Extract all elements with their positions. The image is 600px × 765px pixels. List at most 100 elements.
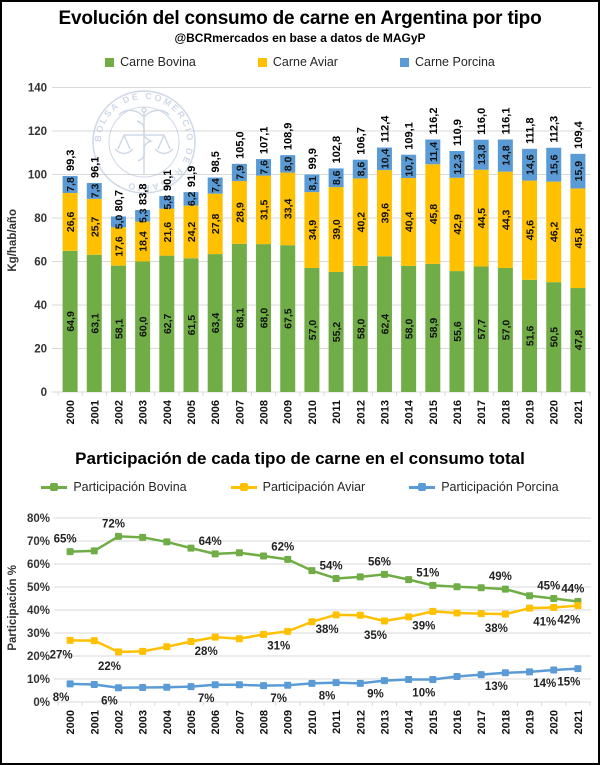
y-tick-label: 20% bbox=[27, 651, 50, 663]
line-point-marker bbox=[284, 555, 292, 563]
line-point-marker bbox=[114, 648, 122, 656]
bar-segment bbox=[401, 177, 417, 266]
point-value-label: 35% bbox=[364, 630, 387, 642]
bar-segment bbox=[304, 174, 320, 193]
top-chart-svg: 0 20 40 60 80 100 120 140 BOLSA DE COMERCIO DE R… bbox=[28, 83, 591, 424]
line-point-marker bbox=[501, 585, 509, 593]
bar-segment bbox=[207, 254, 223, 392]
top-chart-legend: Carne Bovina Carne Aviar Carne Porcina bbox=[2, 55, 598, 69]
point-value-label: 28% bbox=[195, 646, 218, 658]
legend-label: Participación Porcina bbox=[441, 480, 559, 494]
bar-segment bbox=[328, 187, 344, 272]
segment-value-label: 18,4 bbox=[138, 231, 150, 252]
line-point-marker bbox=[308, 679, 316, 687]
line-point-marker bbox=[332, 574, 340, 582]
aviar-swatch-icon bbox=[257, 57, 267, 67]
scale-pans bbox=[114, 148, 174, 155]
bar-segment bbox=[110, 227, 126, 266]
line-point-marker bbox=[211, 550, 219, 558]
segment-value-label: 6,2 bbox=[186, 191, 198, 206]
bar-total-label: 108,9 bbox=[283, 123, 295, 151]
line-point-marker bbox=[453, 672, 461, 680]
line-point-marker bbox=[356, 611, 364, 619]
bar-segment bbox=[159, 196, 175, 209]
point-value-label: 39% bbox=[412, 620, 435, 632]
segment-value-label: 58,0 bbox=[355, 319, 367, 340]
line-point-marker bbox=[139, 684, 147, 692]
segment-value-label: 55,2 bbox=[331, 322, 343, 343]
bar-segment bbox=[135, 221, 151, 262]
bar-segment bbox=[135, 209, 151, 222]
segment-value-label: 57,0 bbox=[307, 320, 319, 341]
point-value-label: 9% bbox=[367, 689, 384, 701]
point-value-label: 64% bbox=[199, 536, 222, 548]
year-label: 2002 bbox=[113, 710, 125, 734]
bar-segment bbox=[159, 255, 175, 392]
segment-value-label: 45,8 bbox=[573, 228, 585, 249]
point-value-label: 38% bbox=[485, 623, 508, 635]
line-point-marker bbox=[380, 570, 388, 578]
line-point-marker bbox=[574, 665, 582, 673]
bar-segment bbox=[449, 177, 465, 272]
bottom-chart-title: Participación de cada tipo de carne en e… bbox=[75, 449, 525, 468]
point-value-label: 22% bbox=[98, 661, 121, 673]
bar-segment bbox=[546, 181, 562, 283]
year-label: 2003 bbox=[138, 710, 150, 734]
bar-segment bbox=[376, 170, 392, 257]
bar-segment bbox=[352, 178, 368, 266]
point-value-label: 54% bbox=[320, 560, 343, 572]
segment-value-label: 62,7 bbox=[162, 313, 174, 334]
bar-total-label: 107,1 bbox=[259, 127, 271, 155]
line-point-marker bbox=[163, 538, 171, 546]
year-label: 2008 bbox=[259, 400, 271, 424]
line-point-marker bbox=[380, 677, 388, 685]
top-chart-title: Evolución del consumo de carne en Argent… bbox=[58, 8, 542, 29]
point-value-label: 42% bbox=[557, 615, 580, 627]
point-value-label: 72% bbox=[102, 518, 125, 530]
bar-segment bbox=[497, 139, 513, 172]
segment-value-label: 51,6 bbox=[525, 326, 537, 347]
segment-value-label: 15,9 bbox=[573, 161, 585, 182]
bar-segment bbox=[256, 244, 272, 392]
year-label: 2009 bbox=[283, 710, 295, 734]
bottom-chart-svg: 0% 10% 20% 30% 40% 50% 60% 70% 80% 2000 2001 2002 20… bbox=[27, 513, 591, 734]
bar-segment bbox=[473, 266, 489, 392]
segment-value-label: 7,4 bbox=[210, 178, 222, 193]
line-point-marker bbox=[163, 643, 171, 651]
bar-segment bbox=[183, 205, 199, 259]
line-point-marker bbox=[574, 602, 582, 610]
segment-value-label: 45,8 bbox=[428, 204, 440, 225]
segment-value-label: 27,8 bbox=[210, 213, 222, 234]
year-label: 2008 bbox=[259, 710, 271, 734]
point-value-label: 41% bbox=[533, 616, 556, 628]
y-tick-label: 80 bbox=[34, 213, 47, 225]
line-point-marker bbox=[114, 532, 122, 540]
bar-total-label: 110,9 bbox=[452, 119, 464, 146]
y-tick-label: 140 bbox=[28, 83, 47, 95]
bar-segment bbox=[570, 288, 586, 392]
y-tick-label: 70% bbox=[27, 536, 50, 548]
point-value-label: 14% bbox=[533, 678, 556, 690]
bar-segment bbox=[62, 176, 78, 193]
line-point-marker bbox=[550, 595, 558, 602]
bovina-line-marker-icon bbox=[41, 483, 68, 492]
point-value-label: 8% bbox=[53, 692, 70, 704]
bar-total-label: 98,5 bbox=[210, 151, 222, 172]
segment-value-label: 10,4 bbox=[379, 148, 391, 169]
porcina-swatch-icon bbox=[399, 57, 409, 67]
segment-value-label: 15,6 bbox=[549, 154, 561, 175]
caduceus-snake bbox=[136, 120, 154, 162]
bar-segment bbox=[401, 154, 417, 178]
line-point-marker bbox=[211, 681, 219, 689]
segment-value-label: 21,6 bbox=[162, 222, 174, 243]
bar-segment bbox=[86, 198, 102, 255]
line-point-marker bbox=[405, 613, 413, 621]
point-value-label: 8% bbox=[319, 691, 336, 703]
bar-segment bbox=[304, 192, 320, 269]
bar-segment bbox=[425, 139, 441, 165]
y-tick-label: 10% bbox=[27, 674, 50, 686]
year-label: 2007 bbox=[234, 400, 246, 424]
bar-segment bbox=[497, 171, 513, 269]
line-point-marker bbox=[90, 681, 98, 689]
point-value-label: 56% bbox=[368, 556, 391, 568]
